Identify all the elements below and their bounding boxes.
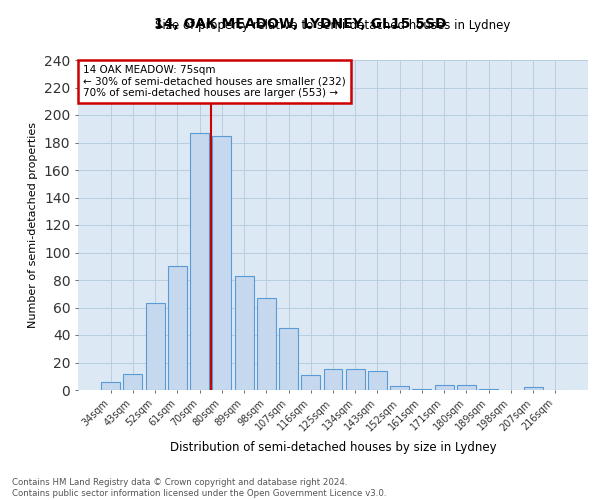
Bar (190, 133, 209, 390)
Bar (390, 386, 409, 390)
Bar (524, 387, 542, 390)
Bar (368, 371, 387, 390)
Bar (124, 374, 142, 390)
Y-axis label: Number of semi-detached properties: Number of semi-detached properties (28, 122, 38, 328)
Bar (346, 370, 365, 390)
Bar (168, 266, 187, 390)
Bar (301, 375, 320, 390)
Bar (101, 382, 120, 390)
Bar (323, 370, 343, 390)
Bar (412, 388, 431, 390)
Text: 14 OAK MEADOW: 75sqm
← 30% of semi-detached houses are smaller (232)
70% of semi: 14 OAK MEADOW: 75sqm ← 30% of semi-detac… (83, 65, 346, 98)
Bar (435, 384, 454, 390)
Bar (235, 276, 254, 390)
Bar (479, 388, 498, 390)
Bar (457, 384, 476, 390)
Text: Contains HM Land Registry data © Crown copyright and database right 2024.
Contai: Contains HM Land Registry data © Crown c… (12, 478, 386, 498)
Bar (212, 136, 231, 390)
Bar (146, 304, 164, 390)
Bar (279, 328, 298, 390)
X-axis label: Distribution of semi-detached houses by size in Lydney: Distribution of semi-detached houses by … (170, 441, 496, 454)
Bar (257, 298, 276, 390)
Text: 14, OAK MEADOW, LYDNEY, GL15 5SD: 14, OAK MEADOW, LYDNEY, GL15 5SD (154, 18, 446, 32)
Title: Size of property relative to semi-detached houses in Lydney: Size of property relative to semi-detach… (155, 20, 511, 32)
